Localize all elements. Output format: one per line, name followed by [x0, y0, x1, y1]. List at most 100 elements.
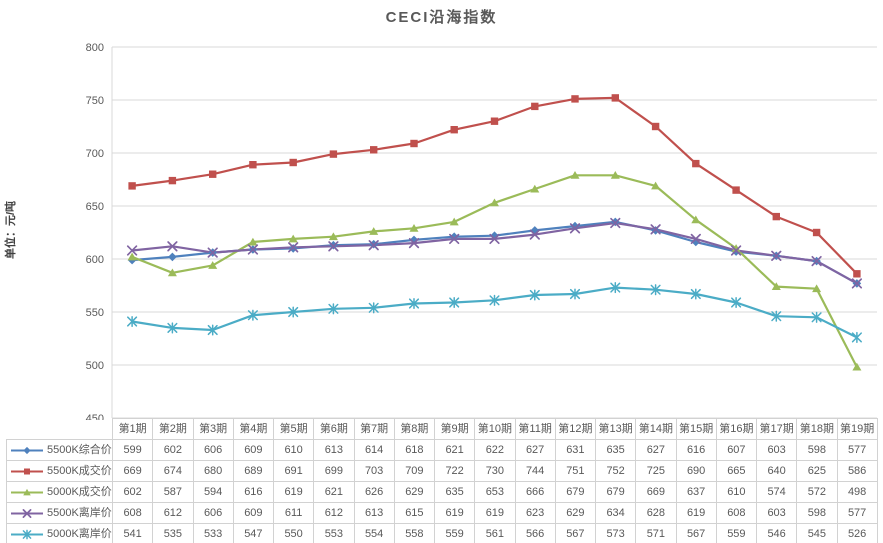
data-point-x-marker — [690, 233, 701, 245]
value-cell: 587 — [152, 481, 194, 504]
data-point-diamond-marker — [570, 221, 580, 231]
table-header-row: 第1期 第2期 第3期 第4期 第5期 第6期 第7期 第8期 第9期 第10期 第11期 第12期第… — [7, 418, 878, 440]
value-cell: 709 — [393, 460, 436, 483]
data-point-triangle-marker — [651, 181, 661, 190]
value-cell: 669 — [111, 460, 154, 483]
value-cell: 610 — [272, 438, 315, 462]
value-cell: 606 — [192, 502, 234, 525]
legend-label: 5500K综合价 — [47, 444, 112, 457]
value-cell: 679 — [594, 481, 637, 504]
data-point-diamond-marker — [23, 446, 31, 454]
data-point-square-marker — [128, 182, 136, 190]
value-cell: 559 — [715, 523, 758, 543]
value-cell: 637 — [675, 481, 717, 504]
value-cell: 573 — [594, 523, 637, 543]
period-header: 第10期 — [474, 418, 516, 440]
table-row: 5500K成交价 669 674 680 689 691 699 703 709 722 730 74… — [6, 460, 878, 483]
y-tick-label: 500 — [86, 360, 104, 372]
data-point-triangle-marker — [489, 198, 500, 207]
period-header: 第5期 — [272, 418, 315, 440]
table-row: 5500K离岸价 608 612 606 609 611 612 613 615 619 619 62… — [6, 502, 878, 525]
data-point-star-marker — [489, 294, 500, 306]
period-header: 第17期 — [755, 418, 798, 440]
period-header: 第3期 — [192, 418, 234, 440]
data-point-triangle-marker — [127, 252, 137, 261]
legend-item: 5500K离岸价 — [6, 502, 113, 525]
value-cell: 619 — [433, 502, 476, 525]
table-row: 5000K成交价 602 587 594 616 619 621 626 629 635 653 66… — [6, 481, 878, 504]
data-point-star-marker — [569, 288, 581, 300]
value-cell: 618 — [393, 438, 436, 462]
value-cell: 627 — [514, 438, 556, 462]
value-cell: 567 — [554, 523, 597, 543]
data-table: 第1期 第2期 第3期 第4期 第5期 第6期 第7期 第8期 第9期 第10期 第11期 第12期第… — [6, 418, 878, 543]
data-point-x-marker — [851, 278, 863, 289]
plot-area: 450 500 550 600 650 700 750 800 — [86, 42, 877, 420]
data-point-x-marker — [288, 242, 299, 253]
y-tick-label: 600 — [86, 254, 104, 266]
value-cell: 635 — [594, 438, 637, 462]
data-point-x-marker — [167, 241, 178, 252]
value-cell: 599 — [111, 438, 154, 462]
data-point-triangle-marker — [288, 234, 298, 243]
value-cell: 561 — [474, 523, 516, 543]
legend-key-icon — [11, 488, 43, 496]
value-cell: 679 — [554, 481, 597, 504]
data-point-diamond-marker — [449, 232, 459, 241]
value-cell: 611 — [272, 502, 315, 525]
period-header: 第13期 — [594, 418, 637, 440]
value-cell: 631 — [554, 438, 597, 462]
data-point-diamond-marker — [409, 235, 419, 245]
data-point-diamond-marker — [490, 231, 499, 240]
data-point-triangle-marker — [530, 184, 540, 193]
data-point-triangle-marker — [691, 215, 701, 224]
value-cell: 627 — [635, 438, 677, 462]
value-cell: 603 — [755, 438, 798, 462]
value-cell: 613 — [353, 502, 395, 525]
value-cell: 722 — [433, 460, 476, 483]
value-cell: 751 — [554, 460, 597, 483]
value-cell: 607 — [715, 438, 758, 462]
data-point-square-marker — [289, 158, 297, 167]
data-point-x-marker — [22, 508, 32, 518]
y-tick-label: 450 — [86, 413, 104, 420]
period-header: 第6期 — [313, 418, 355, 440]
data-point-square-marker — [812, 228, 821, 237]
period-header: 第19期 — [836, 418, 878, 440]
data-point-square-marker — [692, 159, 700, 168]
value-cell: 628 — [635, 502, 677, 525]
data-point-x-marker — [529, 229, 540, 240]
data-point-triangle-marker — [610, 171, 620, 179]
data-point-star-marker — [529, 289, 540, 301]
legend-item: 5000K离岸价 — [6, 523, 113, 543]
value-cell: 559 — [433, 523, 476, 543]
data-point-triangle-marker — [449, 217, 459, 226]
legend-item: 5000K成交价 — [6, 481, 113, 504]
data-point-star-marker — [408, 297, 420, 310]
legend-label: 5000K成交价 — [47, 486, 112, 499]
period-header: 第11期 — [514, 418, 556, 440]
data-point-triangle-marker — [409, 224, 419, 232]
value-cell: 558 — [393, 523, 436, 543]
legend-label: 5500K成交价 — [47, 465, 112, 478]
data-point-square-marker — [732, 186, 740, 194]
data-point-x-marker — [489, 233, 500, 245]
value-cell: 498 — [836, 481, 878, 504]
chart-title: CECI沿海指数 — [385, 9, 498, 26]
value-cell: 547 — [232, 523, 275, 543]
value-cell: 602 — [152, 438, 194, 462]
period-header: 第18期 — [796, 418, 838, 440]
legend-item: 5500K成交价 — [6, 460, 113, 483]
value-cell: 545 — [796, 523, 838, 543]
data-point-star-marker — [690, 288, 701, 300]
value-cell: 567 — [675, 523, 717, 543]
data-point-x-marker — [730, 245, 742, 256]
value-cell: 699 — [313, 460, 355, 483]
data-point-star-marker — [811, 311, 822, 323]
value-cell: 608 — [111, 502, 154, 525]
value-cell: 752 — [594, 460, 637, 483]
data-point-square-marker — [24, 468, 30, 475]
y-tick-label: 800 — [86, 42, 104, 54]
value-cell: 725 — [635, 460, 677, 483]
value-cell: 616 — [675, 438, 717, 462]
